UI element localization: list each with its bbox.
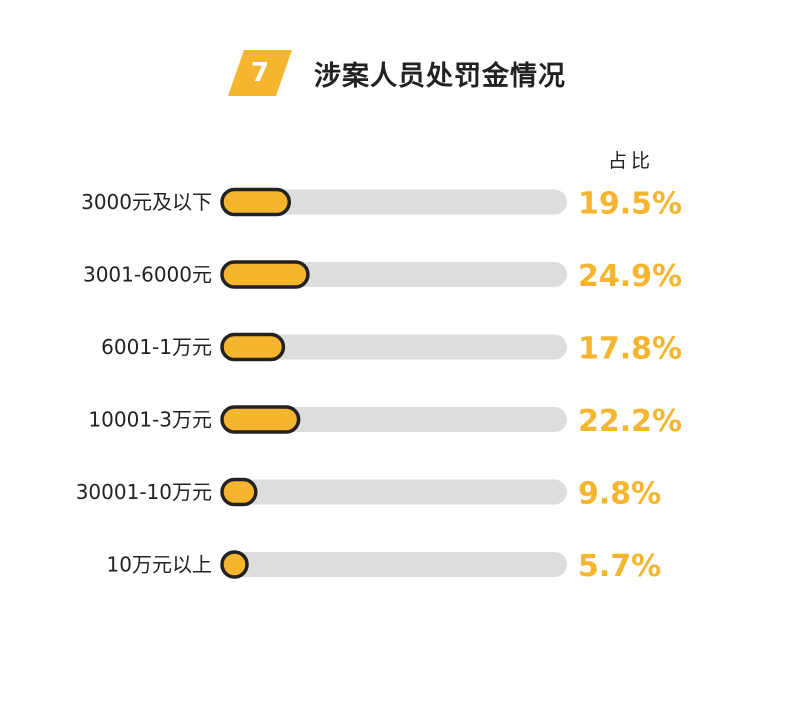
section-number-badge — [228, 50, 292, 96]
value-label: 9.8% — [578, 477, 661, 512]
column-header-share: 占比 — [608, 150, 655, 172]
category-label: 3000元及以下 — [81, 190, 212, 214]
bar-fill — [220, 405, 301, 434]
bar-row: 30001-10万元 9.8% — [76, 477, 662, 512]
bar-track — [222, 334, 567, 360]
bar-fill — [220, 187, 292, 217]
bar-fill — [220, 550, 249, 579]
bar-track — [222, 407, 567, 432]
bar-track — [222, 552, 567, 577]
value-label: 5.7% — [578, 549, 661, 584]
value-label: 22.2% — [578, 404, 682, 439]
chart-header: 7 涉案人员处罚金情况 — [228, 46, 648, 98]
bar-fill — [220, 477, 258, 507]
bar-row: 3000元及以下 19.5% — [81, 187, 682, 222]
chart-title: 涉案人员处罚金情况 — [314, 61, 566, 92]
bar-fill — [220, 332, 286, 362]
category-label: 30001-10万元 — [76, 480, 212, 504]
category-label: 3001-6000元 — [83, 263, 212, 287]
category-label: 10万元以上 — [107, 553, 212, 577]
bar-row: 10万元以上 5.7% — [107, 549, 662, 584]
category-label: 10001-3万元 — [88, 408, 212, 432]
bar-row: 10001-3万元 22.2% — [88, 404, 682, 439]
value-label: 19.5% — [578, 187, 682, 222]
value-label: 17.8% — [578, 332, 682, 367]
category-label: 6001-1万元 — [101, 335, 212, 359]
bar-track — [222, 479, 567, 505]
bar-row: 6001-1万元 17.8% — [101, 332, 682, 367]
bar-row: 3001-6000元 24.9% — [83, 259, 682, 294]
section-number: 7 — [250, 58, 270, 88]
value-label: 24.9% — [578, 259, 682, 294]
bar-track — [222, 189, 567, 215]
bar-fill — [220, 260, 310, 289]
